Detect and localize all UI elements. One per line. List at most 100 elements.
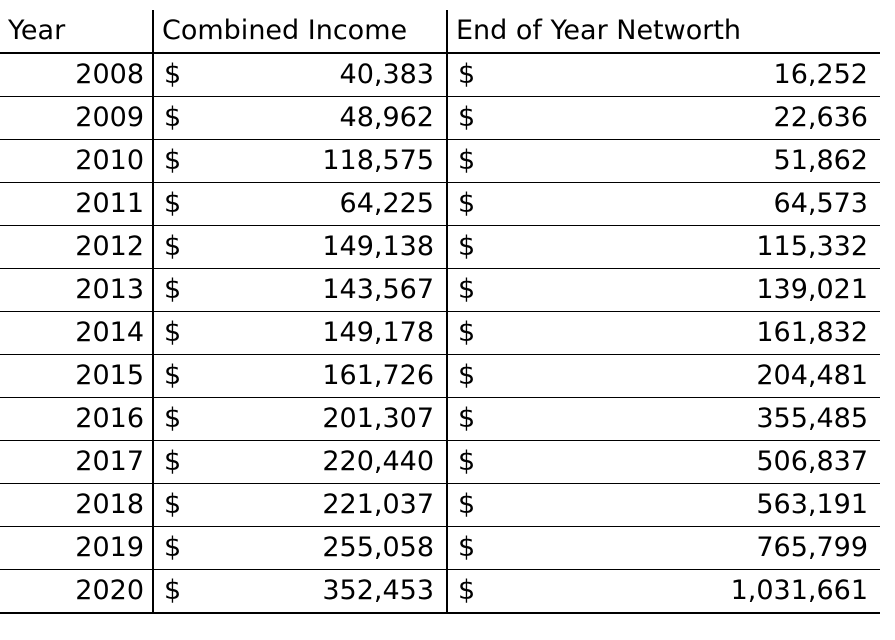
table-row: 2011 $64,225 $64,573 [0, 182, 880, 226]
currency-symbol: $ [458, 231, 476, 262]
income-cell[interactable]: $255,058 [152, 526, 447, 570]
networth-cell[interactable]: $563,191 [446, 483, 880, 527]
currency-symbol: $ [458, 188, 476, 219]
income-cell[interactable]: $221,037 [152, 483, 447, 527]
currency-symbol: $ [458, 532, 476, 563]
income-cell[interactable]: $201,307 [152, 397, 447, 441]
currency-symbol: $ [164, 532, 182, 563]
currency-symbol: $ [458, 575, 476, 606]
table-row: 2008 $40,383 $16,252 [0, 53, 880, 97]
income-cell[interactable]: $149,138 [152, 225, 447, 269]
currency-symbol: $ [458, 102, 476, 133]
networth-value: 139,021 [756, 274, 868, 305]
year-cell[interactable]: 2008 [0, 53, 153, 97]
income-cell[interactable]: $40,383 [152, 53, 447, 97]
year-cell[interactable]: 2018 [0, 483, 153, 527]
networth-value: 506,837 [756, 446, 868, 477]
table-header: Year Combined Income End of Year Networt… [0, 10, 880, 54]
income-value: 220,440 [322, 446, 434, 477]
table-row: 2013 $143,567 $139,021 [0, 268, 880, 312]
networth-cell[interactable]: $765,799 [446, 526, 880, 570]
income-value: 201,307 [322, 403, 434, 434]
networth-cell[interactable]: $51,862 [446, 139, 880, 183]
table-row: 2020 $352,453 $1,031,661 [0, 569, 880, 614]
networth-cell[interactable]: $64,573 [446, 182, 880, 226]
networth-value: 16,252 [773, 59, 868, 90]
currency-symbol: $ [164, 145, 182, 176]
networth-value: 563,191 [756, 489, 868, 520]
year-cell[interactable]: 2020 [0, 569, 153, 614]
networth-value: 204,481 [756, 360, 868, 391]
income-cell[interactable]: $143,567 [152, 268, 447, 312]
currency-symbol: $ [164, 317, 182, 348]
networth-cell[interactable]: $16,252 [446, 53, 880, 97]
table-row: 2016 $201,307 $355,485 [0, 397, 880, 441]
currency-symbol: $ [458, 317, 476, 348]
year-cell[interactable]: 2013 [0, 268, 153, 312]
currency-symbol: $ [164, 59, 182, 90]
currency-symbol: $ [458, 360, 476, 391]
year-cell[interactable]: 2010 [0, 139, 153, 183]
table-row: 2015 $161,726 $204,481 [0, 354, 880, 398]
income-value: 118,575 [322, 145, 434, 176]
header-networth[interactable]: End of Year Networth [446, 10, 880, 54]
income-cell[interactable]: $220,440 [152, 440, 447, 484]
currency-symbol: $ [164, 403, 182, 434]
networth-value: 765,799 [756, 532, 868, 563]
income-networth-table: Year Combined Income End of Year Networt… [0, 10, 880, 614]
currency-symbol: $ [164, 489, 182, 520]
networth-cell[interactable]: $161,832 [446, 311, 880, 355]
year-cell[interactable]: 2009 [0, 96, 153, 140]
networth-cell[interactable]: $139,021 [446, 268, 880, 312]
year-cell[interactable]: 2015 [0, 354, 153, 398]
header-year[interactable]: Year [0, 10, 153, 54]
income-value: 149,138 [322, 231, 434, 262]
table-row: 2014 $149,178 $161,832 [0, 311, 880, 355]
currency-symbol: $ [458, 274, 476, 305]
currency-symbol: $ [458, 59, 476, 90]
networth-cell[interactable]: $22,636 [446, 96, 880, 140]
year-cell[interactable]: 2017 [0, 440, 153, 484]
income-cell[interactable]: $48,962 [152, 96, 447, 140]
income-cell[interactable]: $161,726 [152, 354, 447, 398]
income-cell[interactable]: $64,225 [152, 182, 447, 226]
networth-value: 355,485 [756, 403, 868, 434]
income-value: 40,383 [339, 59, 434, 90]
income-value: 352,453 [322, 575, 434, 606]
networth-value: 22,636 [773, 102, 868, 133]
currency-symbol: $ [458, 446, 476, 477]
currency-symbol: $ [164, 446, 182, 477]
year-cell[interactable]: 2014 [0, 311, 153, 355]
year-cell[interactable]: 2012 [0, 225, 153, 269]
currency-symbol: $ [164, 188, 182, 219]
networth-value: 1,031,661 [730, 575, 868, 606]
currency-symbol: $ [164, 102, 182, 133]
networth-value: 64,573 [773, 188, 868, 219]
income-value: 161,726 [322, 360, 434, 391]
income-cell[interactable]: $352,453 [152, 569, 447, 614]
currency-symbol: $ [164, 360, 182, 391]
currency-symbol: $ [458, 403, 476, 434]
networth-cell[interactable]: $1,031,661 [446, 569, 880, 614]
networth-cell[interactable]: $355,485 [446, 397, 880, 441]
networth-cell[interactable]: $506,837 [446, 440, 880, 484]
currency-symbol: $ [164, 231, 182, 262]
income-cell[interactable]: $118,575 [152, 139, 447, 183]
currency-symbol: $ [164, 575, 182, 606]
networth-cell[interactable]: $204,481 [446, 354, 880, 398]
table-row: 2019 $255,058 $765,799 [0, 526, 880, 570]
year-cell[interactable]: 2011 [0, 182, 153, 226]
year-cell[interactable]: 2019 [0, 526, 153, 570]
table-row: 2009 $48,962 $22,636 [0, 96, 880, 140]
year-cell[interactable]: 2016 [0, 397, 153, 441]
table-body: 2008 $40,383 $16,252 2009 $48,962 $22,63… [0, 53, 880, 614]
income-cell[interactable]: $149,178 [152, 311, 447, 355]
income-value: 64,225 [339, 188, 434, 219]
header-combined-income[interactable]: Combined Income [152, 10, 447, 54]
table-row: 2017 $220,440 $506,837 [0, 440, 880, 484]
income-value: 143,567 [322, 274, 434, 305]
networth-cell[interactable]: $115,332 [446, 225, 880, 269]
income-value: 48,962 [339, 102, 434, 133]
networth-value: 51,862 [773, 145, 868, 176]
